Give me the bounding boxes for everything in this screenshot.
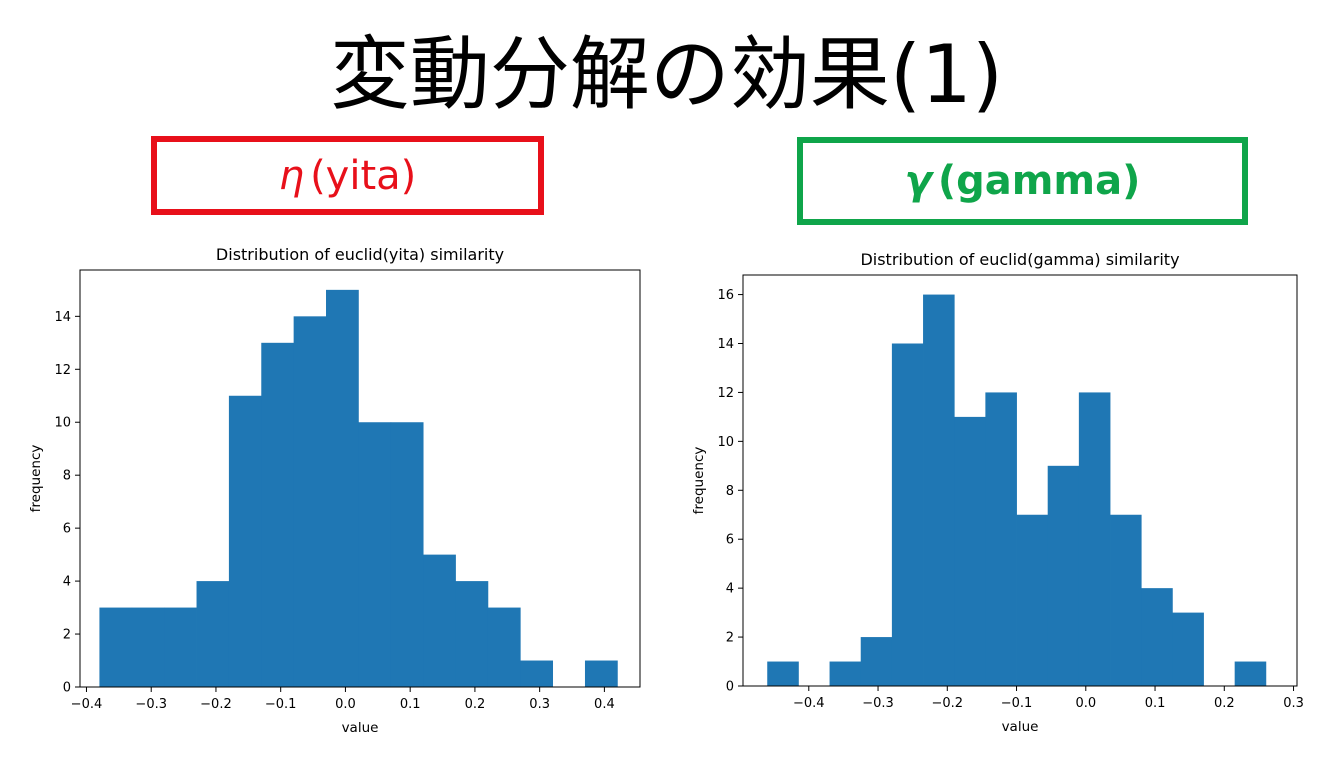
x-tick-label: 0.3 <box>1283 696 1304 711</box>
histogram-bar <box>131 607 165 687</box>
x-tick-label: 0.2 <box>1214 696 1235 711</box>
histogram-bar <box>1141 588 1173 686</box>
x-tick-label: −0.1 <box>265 697 297 712</box>
x-tick-label: 0.0 <box>1075 696 1096 711</box>
y-tick-label: 14 <box>54 310 71 325</box>
histogram-bar <box>261 342 295 687</box>
histogram-bar <box>390 422 424 687</box>
histogram-bar <box>326 289 359 687</box>
histogram-bar <box>520 660 554 687</box>
x-tick-label: 0.0 <box>335 697 356 712</box>
yita-histogram: −0.4 −0.3 −0.2 −0.1 0.0 0.1 0.2 0.3 0.4 0 2 4 6 8 10 12… <box>28 245 641 736</box>
y-tick-label: 4 <box>63 575 71 590</box>
eta-symbol: η <box>278 152 305 199</box>
histogram-bar <box>860 637 893 686</box>
x-tick-label: 0.1 <box>400 697 421 712</box>
histogram-bar <box>1234 661 1267 686</box>
histogram-bar <box>196 581 230 687</box>
histogram-bar <box>829 661 862 686</box>
x-tick-label: −0.1 <box>1001 696 1033 711</box>
y-axis-label: frequency <box>691 447 707 515</box>
yita-label-text: (yita) <box>310 152 417 199</box>
y-tick-label: 6 <box>726 533 734 548</box>
y-tick-label: 10 <box>717 435 734 450</box>
y-tick-label: 8 <box>63 469 71 484</box>
histogram-bar <box>985 392 1017 686</box>
y-tick-label: 10 <box>54 416 71 431</box>
yita-label-box: η (yita) <box>151 136 544 215</box>
histogram-bar <box>1047 465 1080 686</box>
x-tick-label: −0.4 <box>793 696 825 711</box>
histogram-bar <box>228 395 262 687</box>
histogram-bar <box>891 343 924 686</box>
x-tick-label: −0.3 <box>135 697 167 712</box>
histogram-bar <box>358 422 392 687</box>
histogram-bar <box>1078 392 1111 686</box>
slide-title: 変動分解の効果(1) <box>329 28 1004 121</box>
x-axis-label: value <box>342 720 379 736</box>
x-axis-label: value <box>1002 719 1039 735</box>
histogram-bar <box>423 554 456 687</box>
histogram-bar <box>99 607 133 687</box>
plot-frame <box>79 269 641 688</box>
x-tick-label: 0.3 <box>529 697 550 712</box>
y-tick-label: 4 <box>726 582 734 597</box>
bars <box>99 289 618 687</box>
plot-frame <box>742 274 1298 687</box>
y-tick-label: 2 <box>63 628 71 643</box>
y-tick-label: 0 <box>726 680 734 695</box>
chart-title: Distribution of euclid(yita) similarity <box>216 245 504 264</box>
y-tick-label: 12 <box>54 363 71 378</box>
histogram-bar <box>584 660 618 687</box>
y-tick-label: 8 <box>726 484 734 499</box>
y-tick-label: 0 <box>63 681 71 696</box>
gamma-histogram: −0.4 −0.3 −0.2 −0.1 0.0 0.1 0.2 0.3 0 2 4 6 8 10 12 14 1… <box>691 250 1304 735</box>
histogram-bar <box>923 294 955 686</box>
bars <box>767 294 1267 686</box>
x-tick-label: −0.3 <box>862 696 894 711</box>
y-axis-label: frequency <box>28 445 44 513</box>
histogram-bar <box>1110 514 1142 686</box>
histogram-bar <box>487 607 521 687</box>
chart-title: Distribution of euclid(gamma) similarity <box>860 250 1179 269</box>
histogram-bar <box>1016 514 1049 686</box>
x-tick-label: −0.2 <box>931 696 963 711</box>
gamma-label-box: γ (gamma) <box>797 137 1248 225</box>
y-tick-label: 12 <box>717 386 734 401</box>
x-tick-label: −0.4 <box>71 697 103 712</box>
y-tick-label: 14 <box>717 337 734 352</box>
histogram-bar <box>455 581 489 687</box>
x-tick-label: −0.2 <box>200 697 232 712</box>
histogram-bar <box>293 316 327 687</box>
gamma-symbol: γ <box>904 158 932 204</box>
histogram-bar <box>954 416 986 686</box>
histogram-bar <box>1172 612 1204 686</box>
gamma-label-text: (gamma) <box>937 158 1141 204</box>
histogram-bar <box>164 607 197 687</box>
y-tick-label: 6 <box>63 522 71 537</box>
histogram-bar <box>767 661 799 686</box>
x-tick-label: 0.4 <box>594 697 615 712</box>
y-tick-label: 2 <box>726 631 734 646</box>
x-tick-label: 0.2 <box>465 697 486 712</box>
x-tick-label: 0.1 <box>1145 696 1166 711</box>
y-tick-label: 16 <box>717 288 734 303</box>
